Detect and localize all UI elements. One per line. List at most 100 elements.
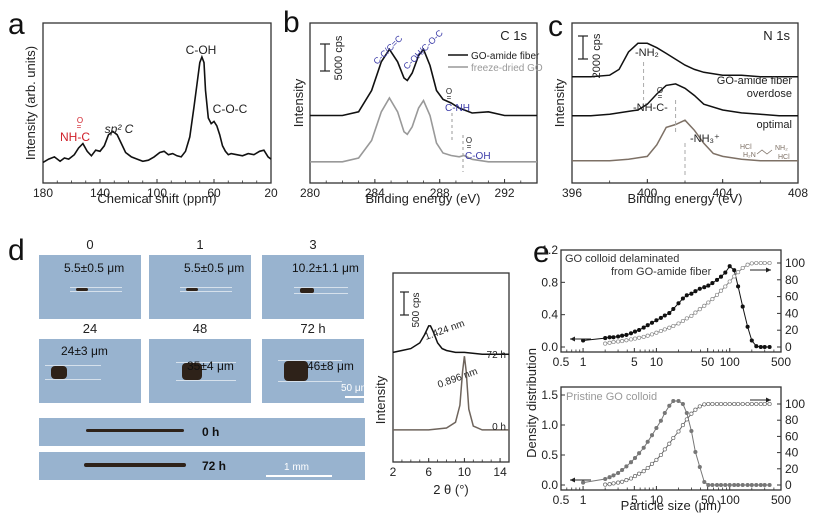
measure-guide xyxy=(180,287,232,288)
series-line-overdose xyxy=(572,42,798,78)
data-point-density xyxy=(693,449,698,455)
data-point-cumulative xyxy=(758,260,763,266)
measure-guide xyxy=(45,379,101,380)
data-point-density xyxy=(624,332,629,337)
data-point-density xyxy=(641,445,646,450)
data-point-density xyxy=(607,335,612,340)
y2-tick-label: 40 xyxy=(785,306,799,320)
chart-b-xps-c1s: 280 284 288 292 Binding energy (eV) Intensity… xyxy=(291,22,543,206)
data-point-density xyxy=(641,325,646,330)
data-point-cumulative xyxy=(702,402,707,407)
data-point-density xyxy=(645,439,650,444)
series-line-nmr xyxy=(42,54,272,164)
data-point-density xyxy=(637,451,642,456)
right-axis-arrowhead xyxy=(766,267,771,273)
x-tick-label: 396 xyxy=(562,186,582,200)
y-tick-label: 0.8 xyxy=(541,275,558,289)
x-tick-label: 180 xyxy=(33,186,53,200)
y-axis-label: Intensity (arb. units) xyxy=(23,46,38,160)
data-point-density xyxy=(680,401,685,407)
data-point-cumulative xyxy=(693,310,698,315)
x-tick-label: 292 xyxy=(495,186,515,200)
data-point-cumulative xyxy=(632,474,638,479)
data-point-density xyxy=(632,455,638,461)
x-tick-label: 5 xyxy=(631,493,638,507)
fiber xyxy=(86,429,184,432)
y-axis-label: Intensity xyxy=(552,78,567,127)
series-label-overdose: overdose xyxy=(747,88,792,100)
data-point-cumulative xyxy=(624,478,629,483)
y2-tick-label: 80 xyxy=(785,413,799,427)
data-point-cumulative xyxy=(641,334,646,339)
data-point-cumulative xyxy=(723,401,728,407)
plot-frame-e-bottom xyxy=(560,386,782,491)
x-tick-label: 0.5 xyxy=(553,493,570,507)
data-point-density xyxy=(632,329,638,334)
data-point-cumulative xyxy=(624,338,629,343)
data-point-cumulative xyxy=(628,476,634,481)
data-point-density xyxy=(649,320,655,325)
molecule-hcl: HCl xyxy=(778,154,790,161)
series-label-optimal: optimal xyxy=(757,119,792,131)
data-point-density xyxy=(718,274,724,279)
scale-bar-label: 500 cps xyxy=(411,292,422,327)
data-point-cumulative xyxy=(693,407,698,412)
x-tick-label: 14 xyxy=(493,465,507,479)
data-point-density xyxy=(603,336,608,341)
data-point-density xyxy=(654,318,659,323)
data-point-cumulative xyxy=(641,469,646,474)
data-point-cumulative xyxy=(649,461,655,466)
particle-cross-section xyxy=(284,361,308,381)
data-point-density xyxy=(754,344,759,349)
chart-title-line1: GO colloid delaminated xyxy=(565,253,679,265)
series-line-reference xyxy=(572,119,798,162)
data-point-density xyxy=(736,284,741,289)
scale-bar xyxy=(345,396,373,398)
data-point-cumulative xyxy=(620,339,625,344)
data-point-cumulative xyxy=(671,435,676,441)
chart-title: C 1s xyxy=(500,28,527,43)
x-tick-label: 20 xyxy=(264,186,278,200)
data-point-density xyxy=(702,285,707,290)
legend-label: freeze-dried GO xyxy=(471,63,543,74)
data-point-cumulative xyxy=(667,441,672,446)
chart-title: Pristine GO colloid xyxy=(566,391,657,403)
data-point-density xyxy=(616,470,621,476)
data-point-cumulative xyxy=(706,300,711,305)
series-label-72h: 72 h xyxy=(487,350,506,361)
annotation-double-bond: = xyxy=(658,92,663,101)
scale-bar-label: 1 mm xyxy=(284,462,309,473)
annotation-double-bond: = xyxy=(467,142,472,151)
data-point-cumulative xyxy=(620,479,625,484)
x-tick-label: 100 xyxy=(147,186,167,200)
x-tick-label: 404 xyxy=(713,186,733,200)
data-point-cumulative xyxy=(680,318,685,324)
data-point-cumulative xyxy=(727,401,732,407)
data-point-density xyxy=(667,403,672,408)
x-tick-label: 1 xyxy=(580,493,587,507)
measure-guide xyxy=(180,291,232,292)
data-point-density xyxy=(754,482,759,488)
data-point-cumulative xyxy=(607,340,612,345)
series-line-density xyxy=(583,265,770,348)
x-tick-label: 400 xyxy=(637,186,657,200)
thickness-label: 10.2±1.1 μm xyxy=(292,261,359,275)
y2-tick-label: 20 xyxy=(785,462,799,476)
series-line-freeze-dried-go xyxy=(310,96,537,163)
annotation-double-bond: = xyxy=(447,93,452,102)
x-tick-label: 500 xyxy=(771,493,791,507)
data-point-density xyxy=(697,464,702,470)
data-point-density xyxy=(645,323,650,328)
data-point-cumulative xyxy=(658,452,663,458)
micrograph-tile xyxy=(262,339,364,403)
y-tick-label: 0.4 xyxy=(541,308,558,322)
measure-guide xyxy=(176,362,236,363)
y-tick-label: 0.0 xyxy=(541,478,558,492)
y2-tick-label: 0 xyxy=(785,340,792,354)
series-line-go-amide-fiber xyxy=(310,47,537,117)
data-point-cumulative xyxy=(616,339,621,344)
particle-cross-section xyxy=(76,288,88,291)
chart-e-particle-size: Density distribution 0.5 1 5 10 50 100 5000.00.… xyxy=(524,243,805,513)
y2-tick-label: 100 xyxy=(785,397,805,411)
annotation-o: O xyxy=(657,86,663,95)
